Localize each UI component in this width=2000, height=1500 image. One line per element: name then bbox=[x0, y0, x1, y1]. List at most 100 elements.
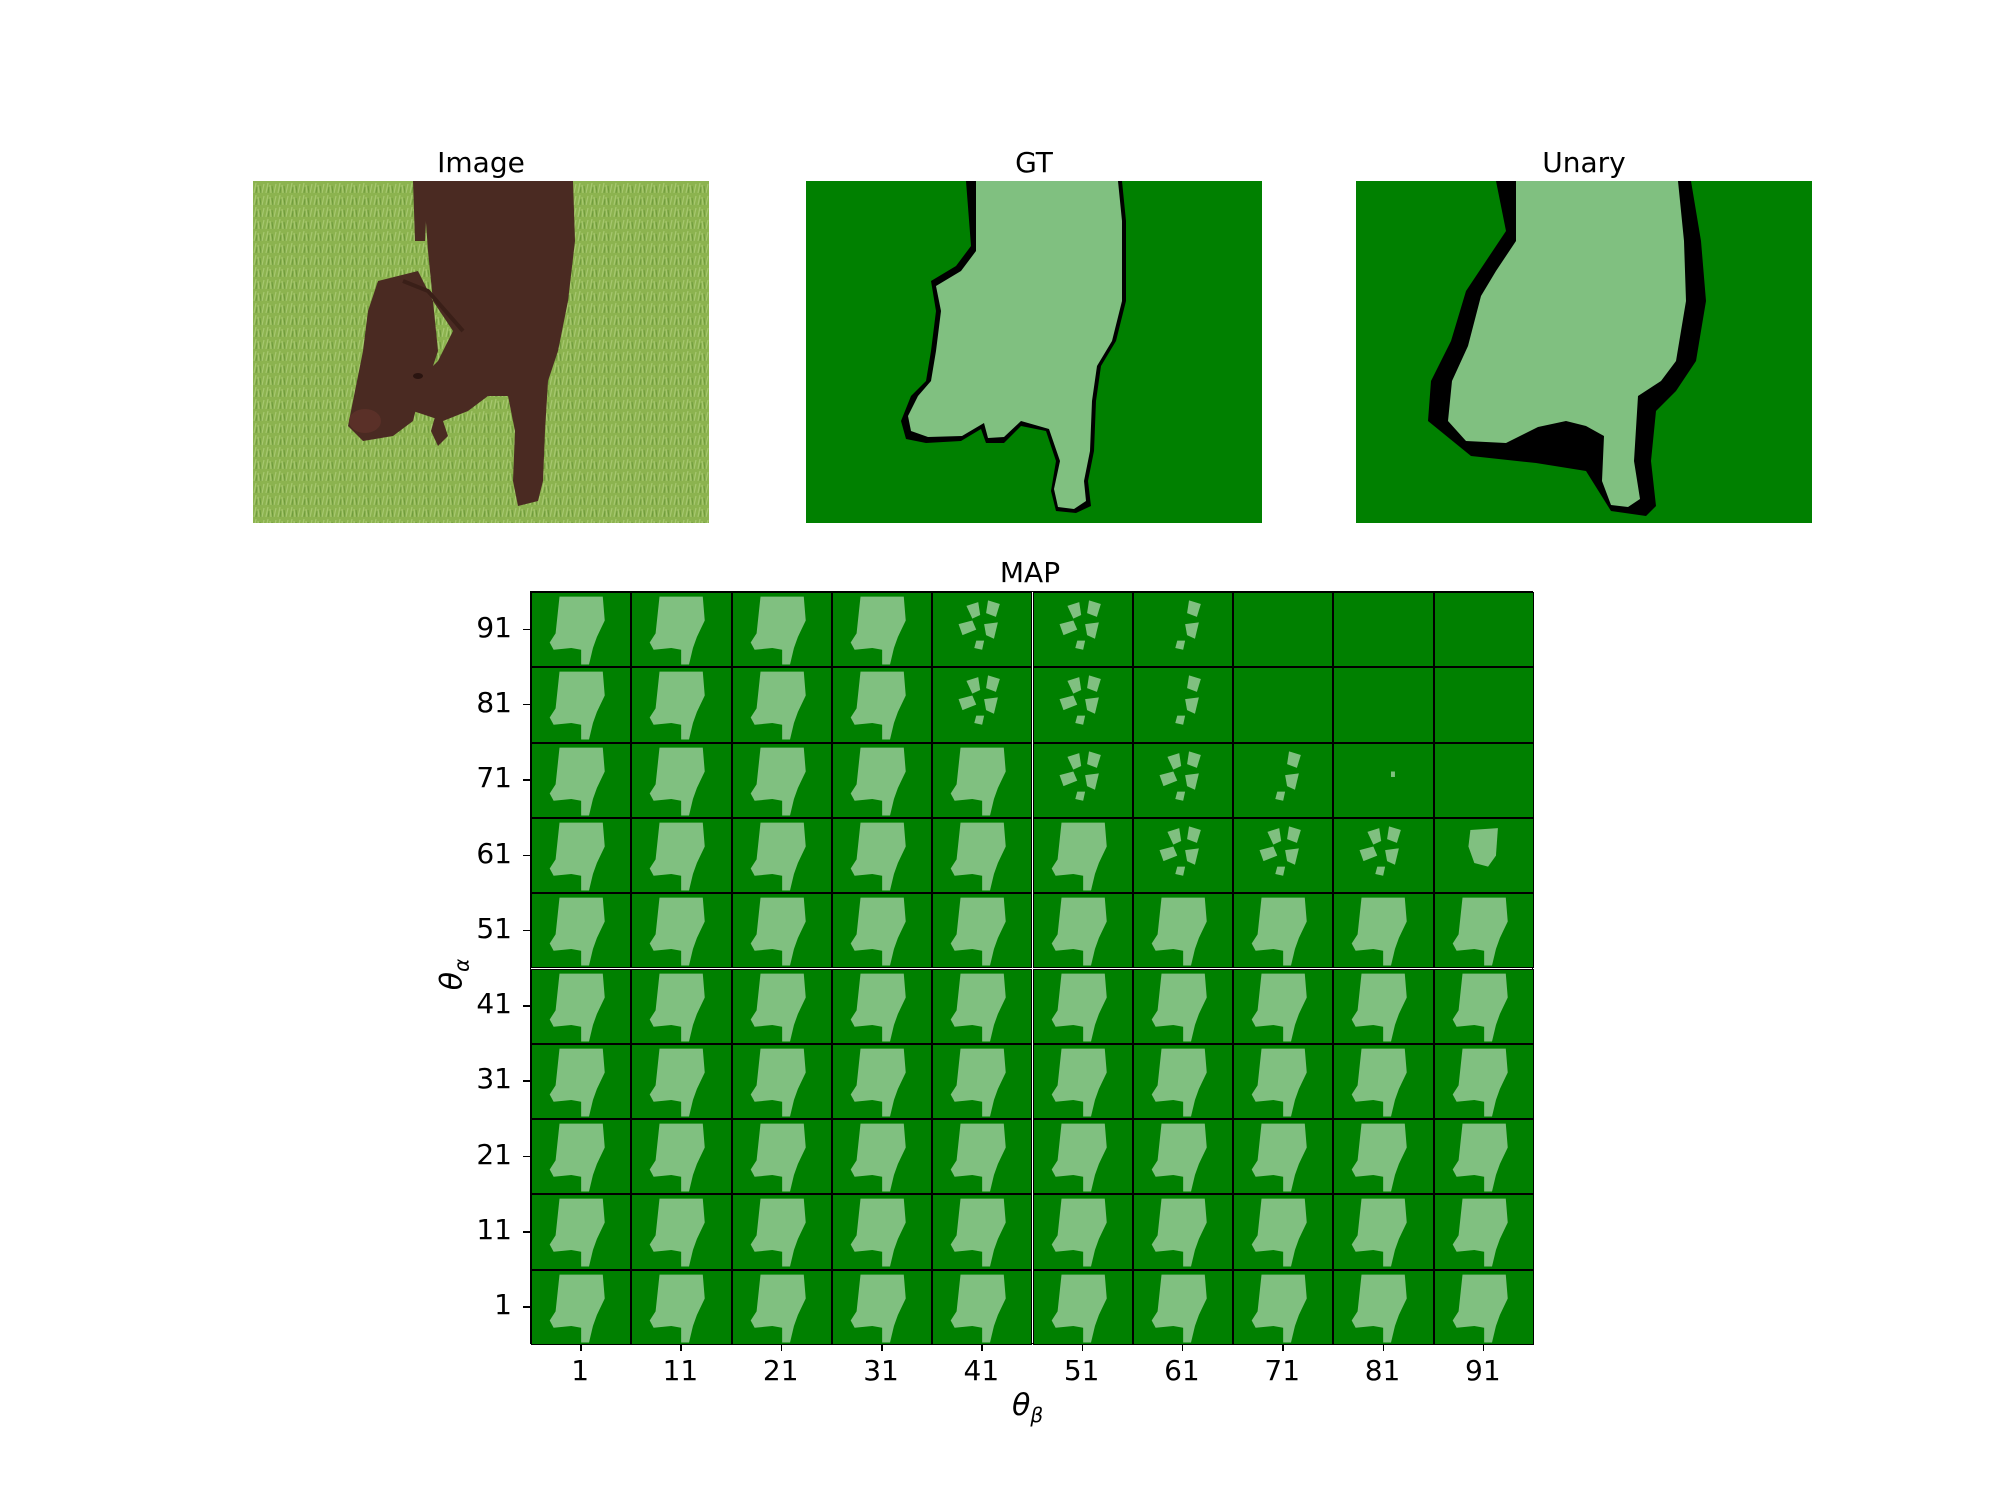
map-cell bbox=[1233, 817, 1334, 894]
map-cell bbox=[731, 742, 832, 818]
map-cell bbox=[731, 667, 832, 743]
x-tick-mark bbox=[881, 1344, 883, 1351]
y-tick-mark bbox=[523, 1306, 530, 1308]
x-tick-mark bbox=[1081, 1344, 1084, 1351]
map-grid bbox=[530, 591, 1534, 1345]
map-cell bbox=[1233, 1194, 1334, 1270]
y-tick-mark bbox=[523, 854, 530, 857]
map-cell bbox=[932, 667, 1033, 743]
map-cell bbox=[1032, 667, 1133, 743]
map-cell bbox=[831, 1269, 933, 1345]
map-cell bbox=[1233, 592, 1334, 668]
map-cell bbox=[1132, 817, 1234, 894]
map-cell bbox=[1333, 1043, 1434, 1120]
y-tick-label: 31 bbox=[476, 1062, 512, 1096]
map-cell bbox=[1233, 1269, 1334, 1345]
map-cell bbox=[1333, 968, 1434, 1044]
map-cell bbox=[631, 742, 732, 818]
y-tick-mark bbox=[523, 929, 530, 932]
map-cell bbox=[1333, 1194, 1434, 1270]
map-cell bbox=[1032, 592, 1133, 668]
map-cell bbox=[831, 893, 933, 969]
map-cell bbox=[531, 1269, 632, 1345]
map-cell bbox=[1032, 817, 1133, 894]
map-cell bbox=[1333, 667, 1434, 743]
map-cell bbox=[631, 1043, 732, 1120]
map-cell bbox=[531, 817, 632, 894]
map-cell bbox=[1032, 1269, 1133, 1345]
unary-panel bbox=[1356, 181, 1812, 523]
map-cell bbox=[1032, 968, 1133, 1044]
map-cell bbox=[631, 1194, 732, 1270]
map-cell bbox=[1032, 1043, 1133, 1120]
map-cell bbox=[1433, 817, 1534, 894]
map-cell bbox=[1433, 1043, 1534, 1120]
map-cell bbox=[731, 817, 832, 894]
map-cell bbox=[831, 1119, 933, 1195]
map-cell bbox=[531, 1043, 632, 1120]
map-cell bbox=[1132, 742, 1234, 818]
map-cell bbox=[1233, 742, 1334, 818]
y-axis-label: θα bbox=[434, 958, 474, 991]
y-tick-mark bbox=[523, 1080, 530, 1082]
map-cell bbox=[1433, 1119, 1534, 1195]
map-cell bbox=[1333, 1119, 1434, 1195]
map-cell bbox=[1233, 968, 1334, 1044]
y-tick-mark bbox=[523, 1005, 530, 1007]
map-cell bbox=[831, 592, 933, 668]
x-tick-label: 81 bbox=[1364, 1354, 1401, 1387]
map-cell bbox=[932, 742, 1033, 818]
y-tick-mark bbox=[523, 779, 530, 781]
x-tick-label: 21 bbox=[762, 1354, 799, 1387]
map-cell bbox=[731, 893, 832, 969]
map-cell bbox=[1032, 742, 1133, 818]
y-tick-mark bbox=[523, 628, 530, 631]
x-tick-mark bbox=[1282, 1344, 1284, 1351]
map-cell bbox=[1233, 1043, 1334, 1120]
x-tick-mark bbox=[680, 1344, 682, 1351]
gt-panel-title: GT bbox=[1015, 146, 1053, 179]
map-cell bbox=[531, 667, 632, 743]
map-cell bbox=[531, 968, 632, 1044]
map-cell bbox=[1132, 592, 1234, 668]
image-panel-title: Image bbox=[437, 146, 525, 179]
y-tick-label: 51 bbox=[476, 911, 512, 945]
map-title: MAP bbox=[999, 556, 1061, 589]
map-cell bbox=[1333, 592, 1434, 668]
map-cell bbox=[731, 592, 832, 668]
map-cell bbox=[1132, 968, 1234, 1044]
map-cell bbox=[631, 817, 732, 894]
map-cell bbox=[1333, 742, 1434, 818]
unary-panel-title: Unary bbox=[1542, 146, 1626, 179]
map-cell bbox=[1433, 968, 1534, 1044]
x-tick-label: 61 bbox=[1164, 1354, 1200, 1387]
x-tick-mark bbox=[1382, 1344, 1385, 1351]
map-cell bbox=[932, 592, 1033, 668]
map-cell bbox=[731, 1119, 832, 1195]
map-cell bbox=[932, 1194, 1033, 1270]
gt-panel bbox=[806, 181, 1262, 523]
x-tick-mark bbox=[580, 1344, 582, 1351]
map-cell bbox=[631, 1269, 732, 1345]
map-cell bbox=[631, 667, 732, 743]
map-cell bbox=[631, 592, 732, 668]
map-cell bbox=[932, 1269, 1033, 1345]
map-cell bbox=[731, 1043, 832, 1120]
x-tick-label: 31 bbox=[863, 1354, 899, 1387]
image-panel bbox=[253, 181, 709, 523]
map-cell bbox=[531, 742, 632, 818]
map-cell bbox=[1233, 893, 1334, 969]
map-cell bbox=[1333, 893, 1434, 969]
map-cell bbox=[631, 968, 732, 1044]
map-cell bbox=[932, 1043, 1033, 1120]
map-cell bbox=[932, 1119, 1033, 1195]
map-cell bbox=[731, 1194, 832, 1270]
map-cell bbox=[1132, 667, 1234, 743]
map-cell bbox=[1433, 667, 1534, 743]
map-cell bbox=[1032, 1119, 1133, 1195]
y-tick-mark bbox=[523, 1231, 530, 1233]
map-cell bbox=[1433, 1269, 1534, 1345]
map-cell bbox=[1433, 742, 1534, 818]
map-cell bbox=[1032, 1194, 1133, 1270]
x-tick-mark bbox=[1181, 1344, 1184, 1351]
